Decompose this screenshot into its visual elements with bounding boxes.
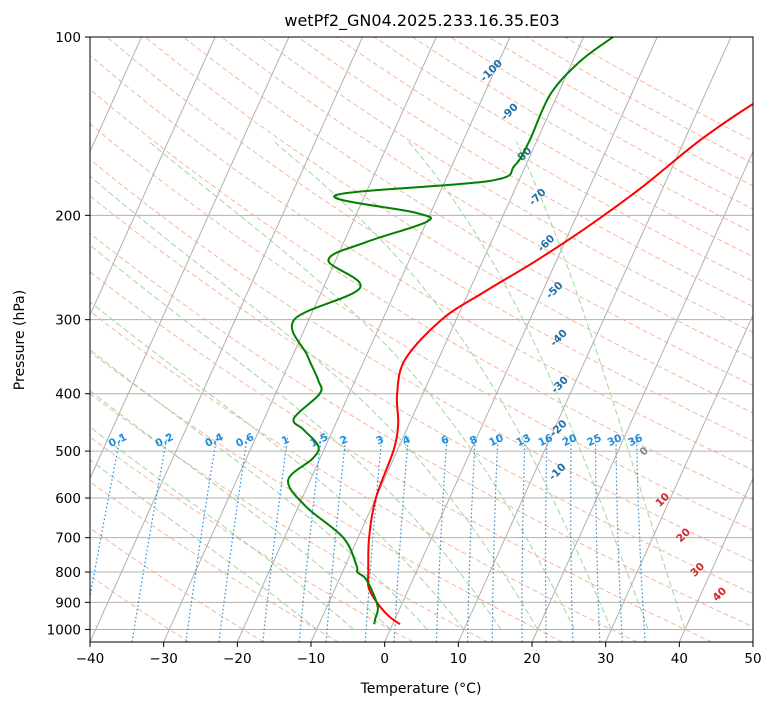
y-tick-label: 1000 bbox=[47, 622, 81, 638]
y-tick-label: 800 bbox=[55, 565, 81, 581]
isotherm-line bbox=[90, 37, 364, 642]
background-lines bbox=[90, 37, 753, 642]
moist-adiabat bbox=[90, 244, 502, 630]
mixing-ratio-label: 6 bbox=[439, 434, 451, 448]
chart-title: wetPf2_GN04.2025.233.16.35.E03 bbox=[284, 11, 559, 31]
y-tick-label: 900 bbox=[55, 595, 81, 611]
moist-adiabat bbox=[90, 349, 428, 630]
y-tick-label: 200 bbox=[55, 208, 81, 224]
mixing-ratio-line bbox=[435, 435, 448, 642]
dewpoint-line bbox=[287, 37, 614, 625]
dry-adiabat bbox=[90, 271, 712, 642]
series-layer bbox=[287, 37, 753, 626]
x-tick-label: −10 bbox=[297, 651, 326, 667]
mixing-ratio-label: 36 bbox=[626, 432, 644, 449]
mixing-ratio-line bbox=[570, 435, 574, 642]
dry-adiabat bbox=[90, 54, 753, 471]
plot-frame bbox=[89, 36, 754, 643]
mixing-ratio-line bbox=[364, 435, 383, 642]
mixing-ratio-label: 2 bbox=[338, 434, 350, 448]
mixing-ratio-label: 30 bbox=[606, 432, 624, 449]
x-tick-label: −20 bbox=[223, 651, 252, 667]
mixing-ratio-line bbox=[491, 435, 499, 642]
mixing-ratio-line bbox=[298, 435, 323, 642]
mixing-ratio-line bbox=[595, 435, 601, 642]
mixing-ratio-label: 25 bbox=[585, 432, 603, 449]
y-tick-label: 100 bbox=[55, 30, 81, 46]
dry-adiabat bbox=[90, 158, 753, 563]
temperature-line bbox=[366, 102, 753, 626]
x-tick-label: 20 bbox=[523, 651, 540, 667]
dry-adiabat bbox=[90, 351, 563, 642]
moist-adiabat bbox=[273, 140, 612, 630]
y-tick-label: 400 bbox=[55, 387, 81, 403]
x-tick-label: −30 bbox=[149, 651, 178, 667]
dry-adiabat bbox=[90, 436, 414, 642]
moist-adiabat bbox=[90, 390, 391, 630]
mixing-ratio-line bbox=[636, 435, 646, 642]
x-tick-label: 50 bbox=[744, 651, 761, 667]
mixing-ratio-label: 4 bbox=[401, 434, 413, 448]
y-tick-label: 300 bbox=[55, 313, 81, 329]
isotherm-line bbox=[236, 37, 511, 642]
mixing-ratio-label: 13 bbox=[514, 432, 532, 449]
mixing-ratio-line bbox=[90, 435, 122, 601]
dry-adiabat bbox=[90, 88, 753, 501]
dry-adiabat bbox=[90, 393, 488, 642]
x-tick-label: −40 bbox=[76, 651, 105, 667]
mixing-ratio-line bbox=[615, 435, 623, 642]
dry-adiabat bbox=[90, 575, 190, 642]
y-axis-label: Pressure (hPa) bbox=[12, 290, 28, 390]
mixing-ratio-label: 16 bbox=[536, 432, 554, 449]
x-tick-label: 10 bbox=[450, 651, 467, 667]
dry-adiabat bbox=[90, 232, 753, 628]
moist-adiabat bbox=[515, 141, 686, 630]
moist-adiabat bbox=[148, 140, 575, 630]
mixing-ratio-line bbox=[544, 435, 548, 642]
isotherm-line bbox=[384, 37, 658, 642]
y-axis: 100 200 300 400 500 600 700 800 900 1000 bbox=[47, 30, 90, 638]
mixing-ratio-line bbox=[466, 435, 476, 642]
mixing-ratio-line bbox=[218, 435, 249, 642]
dry-adiabat bbox=[221, 37, 753, 360]
moist-adiabat bbox=[90, 301, 465, 630]
y-tick-label: 500 bbox=[55, 444, 81, 460]
isotherm-line bbox=[457, 37, 732, 642]
isotherm-line bbox=[678, 477, 753, 642]
mixing-ratio-label: 8 bbox=[468, 434, 480, 448]
mixing-ratio-line bbox=[185, 435, 218, 642]
mixing-ratio-label: 20 bbox=[561, 432, 579, 449]
dry-adiabat bbox=[90, 481, 339, 642]
isotherm-line bbox=[531, 150, 753, 642]
mixing-ratio-line bbox=[131, 435, 168, 642]
moist-adiabat bbox=[90, 175, 539, 630]
y-tick-label: 600 bbox=[55, 491, 81, 507]
x-tick-label: 0 bbox=[380, 651, 389, 667]
isotherm-line bbox=[605, 313, 753, 642]
mixing-ratio-line bbox=[521, 435, 526, 642]
isotherm-line bbox=[90, 37, 216, 317]
mixing-ratio-label: 1 bbox=[280, 434, 292, 448]
dry-adiabat bbox=[90, 195, 753, 595]
y-tick-label: 700 bbox=[55, 531, 81, 547]
x-tick-label: 30 bbox=[597, 651, 614, 667]
mixing-ratio-line bbox=[393, 435, 410, 642]
isotherm-line bbox=[90, 37, 143, 153]
x-axis-label: Temperature (°C) bbox=[360, 681, 482, 697]
dry-adiabat bbox=[259, 37, 753, 333]
mixing-ratio-line bbox=[262, 435, 289, 642]
mixing-ratio-label: 3 bbox=[374, 434, 386, 448]
dry-adiabat bbox=[182, 37, 753, 386]
x-axis: −40 −30 −20 −10 0 10 20 30 40 50 bbox=[76, 642, 762, 667]
isotherm-line bbox=[90, 37, 290, 480]
moist-adiabat bbox=[408, 140, 649, 630]
moist-adiabat bbox=[90, 459, 318, 630]
mixing-ratio-line bbox=[325, 435, 347, 642]
isotherm-line bbox=[163, 37, 437, 642]
dry-adiabat bbox=[90, 123, 753, 531]
x-tick-label: 40 bbox=[671, 651, 688, 667]
mixing-ratio-label: 10 bbox=[487, 432, 505, 449]
